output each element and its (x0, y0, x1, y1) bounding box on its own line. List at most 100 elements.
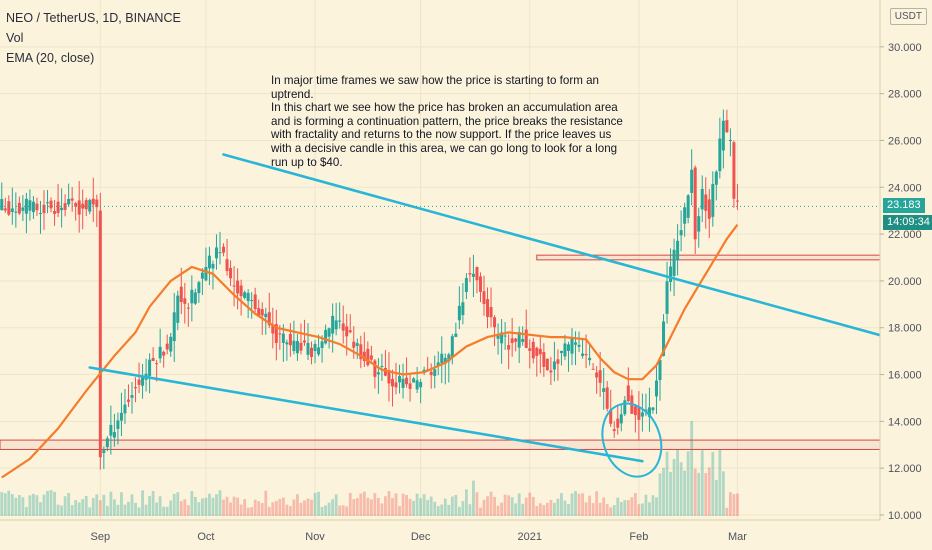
volume-bar (510, 497, 514, 516)
volume-bar (285, 504, 289, 516)
volume-bar (683, 470, 687, 516)
volume-bar (53, 491, 56, 516)
volume-bar (609, 507, 613, 516)
x-tick-label: Oct (197, 531, 214, 543)
x-tick-label: Nov (305, 531, 325, 543)
volume-bar (232, 496, 236, 516)
volume-bar (641, 503, 644, 516)
candle-body (412, 378, 416, 383)
candle-body (338, 320, 342, 322)
volume-bar (732, 494, 736, 516)
candle-body (602, 388, 606, 392)
candle-body (324, 329, 328, 344)
candle-body (718, 138, 722, 172)
candle-body (229, 267, 233, 279)
volume-bar (338, 505, 342, 516)
volume-bar (84, 495, 88, 516)
volume-bar (655, 497, 658, 516)
candle-body (588, 357, 592, 361)
candle-body (162, 351, 166, 356)
volume-bar (644, 494, 648, 516)
volume-bar (60, 505, 63, 516)
volume-bar (366, 497, 370, 516)
volume-bar (595, 491, 599, 516)
volume-bar (633, 493, 637, 516)
legend-ema[interactable]: EMA (20, close) (6, 51, 95, 65)
candle-body (214, 247, 218, 259)
candle-body (172, 312, 176, 342)
volume-bar (120, 492, 123, 516)
volume-bar (56, 504, 60, 516)
legend-volume[interactable]: Vol (6, 31, 24, 45)
candle-body (77, 200, 81, 215)
volume-bar (637, 504, 641, 516)
candle-body (563, 343, 567, 357)
volume-bar (172, 493, 176, 516)
candle-body (288, 333, 292, 346)
volume-bar (725, 507, 729, 516)
volume-bar (496, 505, 500, 516)
volume-bar (10, 494, 14, 516)
volume-bar (264, 490, 268, 516)
volume-bar (296, 494, 299, 516)
volume-bar (355, 498, 359, 516)
volume-bar (426, 499, 430, 516)
volume-bar (500, 502, 503, 516)
candle-body (721, 120, 725, 151)
y-tick-label: 16.000 (888, 370, 922, 382)
candle-body (704, 194, 708, 211)
candle-body (475, 267, 479, 281)
volume-bar (0, 492, 4, 516)
candle-body (211, 263, 215, 269)
candle-body (49, 200, 53, 209)
candle-body (35, 203, 39, 211)
candle-body (559, 350, 563, 354)
volume-bar (412, 500, 415, 516)
volume-bar (549, 499, 553, 516)
volume-bar (482, 499, 486, 516)
volume-bar (616, 497, 620, 516)
volume-bar (588, 495, 591, 516)
candle-body (609, 409, 613, 424)
candle-body (123, 404, 127, 414)
volume-bar (415, 493, 419, 516)
candle-body (640, 412, 644, 417)
volume-bar (391, 498, 394, 516)
annotation-text[interactable]: In major time frames we saw how the pric… (271, 74, 623, 169)
volume-bar (218, 490, 222, 516)
candle-body (207, 255, 211, 269)
volume-bar (193, 497, 197, 516)
volume-bar (201, 498, 204, 516)
candle-body (56, 201, 60, 214)
volume-bar (331, 499, 335, 516)
legend-symbol[interactable]: NEO / TetherUS, 1D, BINANCE (6, 11, 181, 25)
volume-bar (46, 490, 49, 516)
candle-body (728, 140, 732, 142)
volume-bar (514, 503, 518, 516)
volume-bar (141, 490, 144, 516)
volume-bar (348, 492, 352, 516)
countdown-badge: 14:09:34 (883, 215, 932, 231)
currency-label[interactable]: USDT (889, 8, 927, 25)
volume-bar (665, 451, 669, 516)
volume-bar (144, 504, 148, 516)
candle-body (545, 358, 549, 371)
candle-body (647, 407, 651, 417)
volume-bar (236, 497, 239, 516)
candle-body (725, 120, 729, 133)
volume-bar (345, 506, 349, 516)
candle-body (535, 347, 539, 356)
x-tick-label: 2021 (518, 531, 542, 543)
candle-body (566, 344, 570, 351)
y-tick-label: 20.000 (888, 276, 922, 288)
volume-bar (113, 499, 116, 516)
volume-bar (28, 495, 32, 516)
candle-body (401, 378, 405, 388)
candle-body (524, 329, 528, 348)
candle-body (271, 324, 275, 334)
candle-body (299, 342, 303, 351)
candle-body (148, 359, 152, 376)
candle-body (239, 285, 243, 297)
